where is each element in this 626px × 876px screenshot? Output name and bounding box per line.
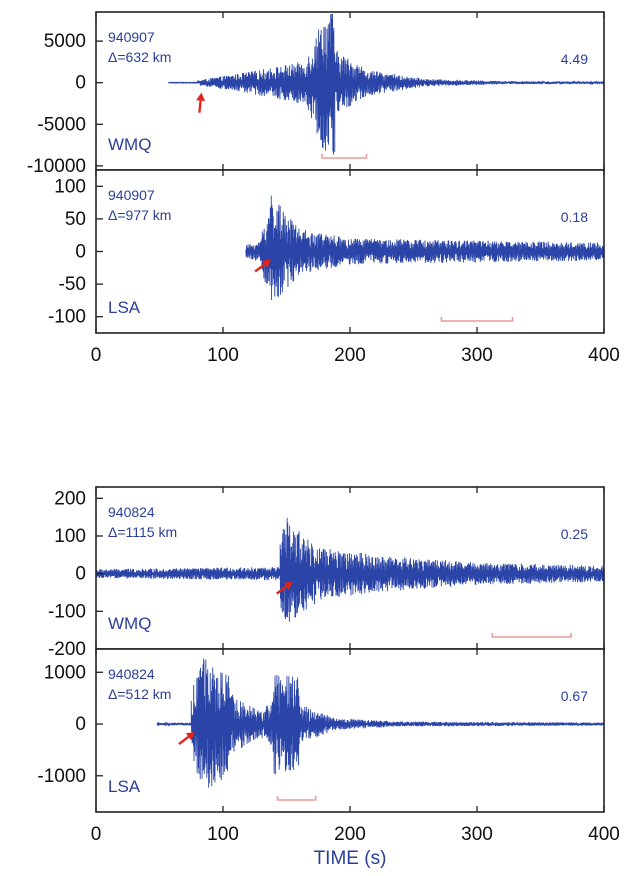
station-code: LSA [108, 298, 141, 317]
event-id: 940824 [108, 666, 155, 682]
amplitude-label: 0.67 [561, 688, 588, 704]
epicentral-distance: Δ=512 km [108, 686, 171, 702]
y-tick-label: 0 [75, 564, 86, 585]
panel-frame [95, 648, 605, 813]
x-axis-top: 0 100 200 300 400 [91, 345, 620, 366]
station-code: LSA [108, 777, 141, 796]
x-tick-label: 200 [334, 824, 366, 845]
epicentral-distance: Δ=977 km [108, 207, 171, 223]
x-tick-label: 400 [588, 345, 620, 366]
y-tick-label: -100 [48, 307, 86, 328]
arrival-arrow [254, 259, 272, 273]
waveform-trace [156, 658, 605, 788]
epicentral-distance: Δ=632 km [108, 49, 171, 65]
y-tick-label: 1000 [44, 662, 86, 683]
event-id: 940907 [108, 187, 155, 203]
amplitude-label: 0.25 [561, 526, 588, 542]
event-id: 940824 [108, 504, 155, 520]
waveform-trace [245, 195, 605, 300]
arrival-arrow [275, 581, 293, 595]
analysis-window [491, 633, 572, 638]
arrival-arrow [196, 92, 206, 113]
x-tick-label: 400 [588, 824, 620, 845]
panel-940824-lsa: 1000 0 -1000 940824 Δ=512 km LSA 0.67 [37, 648, 605, 813]
x-tick-label: 0 [91, 824, 102, 845]
analysis-window [276, 796, 317, 801]
arrival-arrow [178, 732, 195, 745]
y-tick-label: 100 [54, 526, 86, 547]
x-tick-label: 100 [207, 345, 239, 366]
y-tick-label: -5000 [37, 114, 86, 135]
x-tick-label: 300 [461, 824, 493, 845]
y-tick-label: 200 [54, 488, 86, 509]
y-tick-label: -200 [48, 639, 86, 660]
y-tick-label: 100 [54, 176, 86, 197]
analysis-window [440, 317, 514, 322]
x-tick-label: 100 [207, 824, 239, 845]
x-tick-label: 300 [461, 345, 493, 366]
x-tick-label: 200 [334, 345, 366, 366]
y-tick-label: 0 [75, 242, 86, 263]
x-tick-label: 0 [91, 345, 102, 366]
station-code: WMQ [108, 135, 151, 154]
epicentral-distance: Δ=1115 km [108, 524, 177, 540]
y-tick-label: -50 [59, 274, 86, 295]
x-axis-bottom: 0 100 200 300 400 [91, 824, 620, 845]
waveform-trace [95, 517, 605, 622]
panel-940907-wmq: 5000 0 -5000 -10000 940907 Δ=632 km WMQ 4.49 [27, 11, 605, 177]
y-tick-label: 0 [75, 714, 86, 735]
panel-940824-wmq: 200 100 0 -100 -200 940824 Δ=1115 km WMQ 0.25 [48, 486, 605, 660]
x-axis-label: TIME (s) [314, 848, 387, 869]
y-tick-label: -1000 [37, 766, 86, 787]
y-tick-label: -100 [48, 601, 86, 622]
amplitude-label: 0.18 [561, 209, 588, 225]
waveform-trace [168, 13, 605, 155]
analysis-window [321, 154, 368, 159]
y-tick-label: -10000 [27, 156, 86, 177]
panel-background [96, 649, 604, 812]
amplitude-label: 4.49 [561, 51, 588, 67]
panel-frame [95, 169, 605, 334]
y-tick-label: 50 [65, 209, 86, 230]
station-code: WMQ [108, 614, 151, 633]
event-id: 940907 [108, 29, 155, 45]
y-tick-label: 5000 [44, 31, 86, 52]
panel-940907-lsa: 100 50 0 -50 -100 940907 Δ=977 km LSA 0.18 [48, 169, 605, 334]
y-tick-label: 0 [75, 73, 86, 94]
